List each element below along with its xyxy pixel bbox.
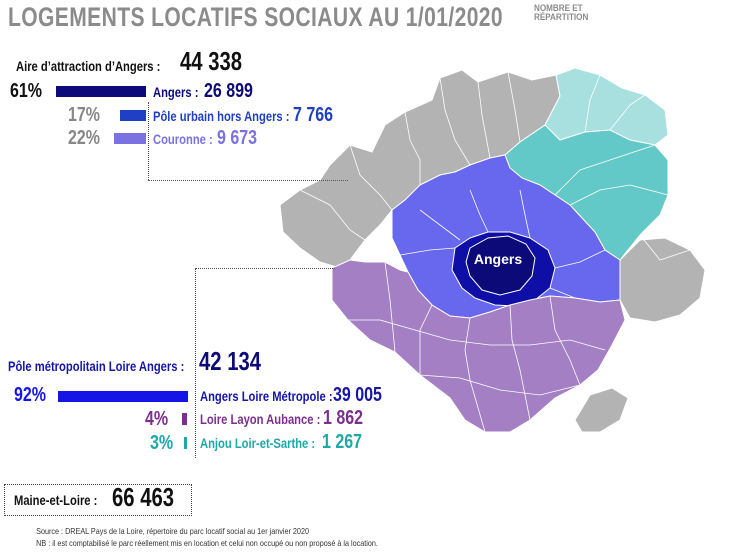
pole-total: 42 134 <box>199 346 262 376</box>
page-title: LOGEMENTS LOCATIFS SOCIAUX AU 1/01/2020 <box>8 2 504 32</box>
aire-total: 44 338 <box>180 46 243 76</box>
aire-row-pole-label: Pôle urbain hors Angers : <box>153 108 290 124</box>
source-note: Source : DREAL Pays de la Loire, réperto… <box>36 525 378 549</box>
pole-row-llа-pct: 4% <box>145 408 169 430</box>
aire-row-angers-pct: 61% <box>10 80 43 102</box>
map-other-southeast <box>574 387 629 433</box>
aire-row-pole-value: 7 766 <box>293 104 334 126</box>
aire-row-couronne-bar <box>114 133 146 144</box>
source-line-1: Source : DREAL Pays de la Loire, réperto… <box>36 526 309 536</box>
pole-row-alm-pct: 92% <box>14 384 47 406</box>
map-commune-boundaries <box>299 71 691 433</box>
connector-aire-right <box>148 102 149 180</box>
pole-row-als-value: 1 267 <box>322 431 363 453</box>
maine-total: 66 463 <box>112 482 175 512</box>
map-loire-layon <box>331 259 626 433</box>
aire-row-pole-pct: 17% <box>68 104 101 126</box>
maine-label: Maine-et-Loire : <box>14 492 98 508</box>
aire-row-couronne-label: Couronne : <box>153 131 213 147</box>
pole-row-alm-value: 39 005 <box>333 384 382 406</box>
pole-row-lla-value: 1 862 <box>323 407 364 429</box>
connector-aire-bottom <box>148 180 348 181</box>
aire-row-angers-bar <box>56 86 146 97</box>
aire-row-couronne-pct: 22% <box>68 127 101 149</box>
pole-row-lla-bar <box>182 413 187 425</box>
pole-row-alm-label: Angers Loire Métropole : <box>200 388 333 404</box>
source-line-2: NB : il est comptabilisé le parc réellem… <box>36 538 378 548</box>
connector-pole-top <box>195 268 335 269</box>
map-city-label: Angers <box>474 251 522 267</box>
pole-row-als-pct: 3% <box>150 432 174 454</box>
map-other-east <box>619 237 706 323</box>
map-angers <box>465 235 536 296</box>
pole-row-alm-bar <box>58 391 188 402</box>
pole-label: Pôle métropolitain Loire Angers : <box>8 358 185 374</box>
aire-row-pole-bar <box>120 110 146 121</box>
connector-pole-left <box>195 268 196 458</box>
aire-label: Aire d’attraction d’Angers : <box>16 58 161 74</box>
aire-row-angers-label: Angers : <box>153 84 199 100</box>
aire-row-couronne-value: 9 673 <box>217 127 258 149</box>
page-subtitle: NOMBRE ET RÉPARTITION <box>534 3 589 22</box>
pole-row-lla-label: Loire Layon Aubance : <box>200 411 321 427</box>
maine-et-loire-box <box>4 484 192 516</box>
pole-row-als-bar <box>184 437 187 449</box>
pole-row-als-label: Anjou Loir-et-Sarthe : <box>200 435 316 451</box>
aire-row-angers-value: 26 899 <box>204 80 253 102</box>
